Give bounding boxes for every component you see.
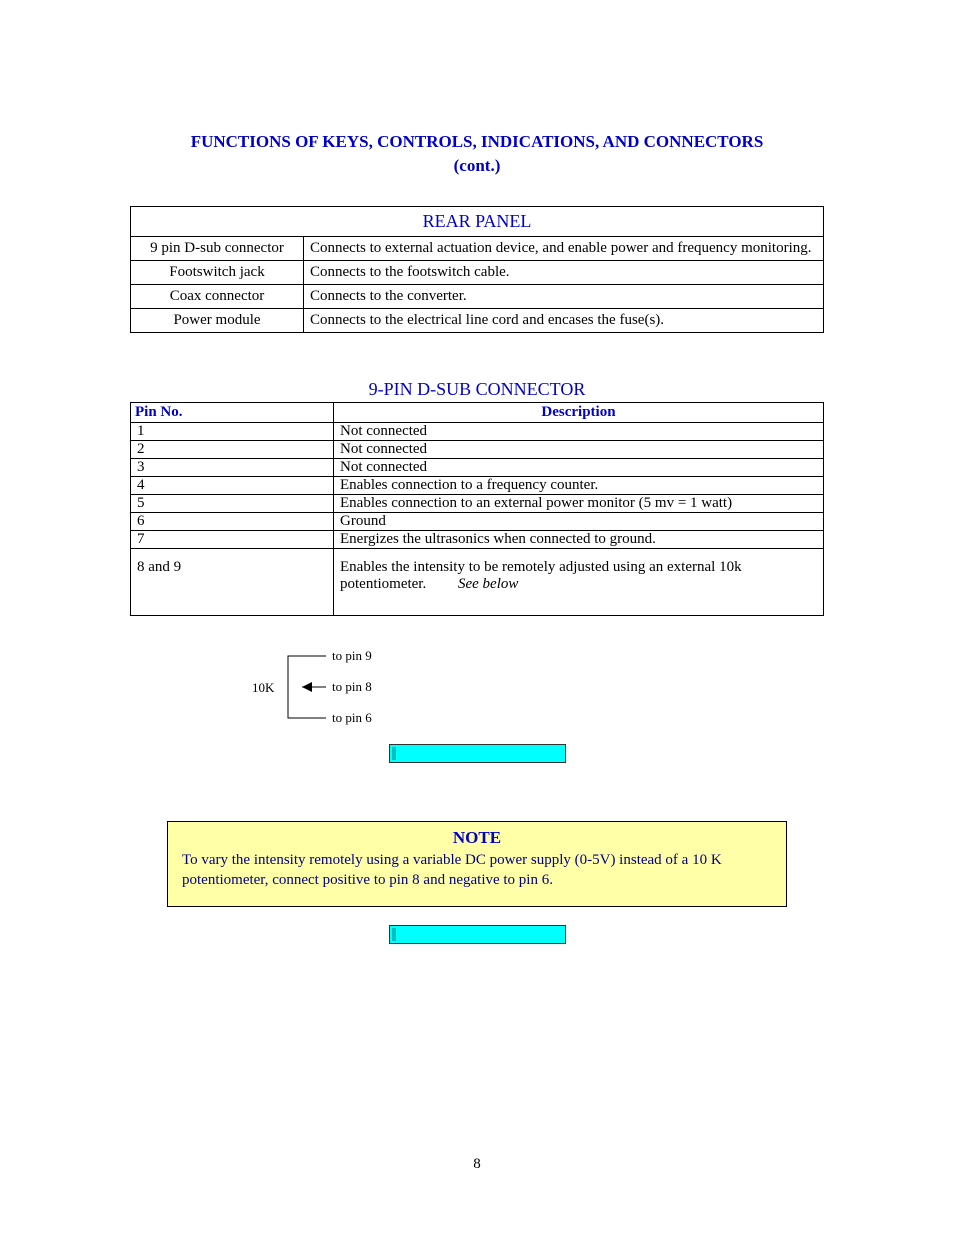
dsub-pin: 7: [131, 530, 334, 548]
pot-label: 10K: [252, 680, 275, 695]
dsub-desc-text: Enables the intensity to be remotely adj…: [340, 559, 742, 592]
cyan-bar-icon: [389, 925, 566, 944]
rear-row-desc: Connects to external actuation device, a…: [304, 236, 824, 260]
table-row: 2 Not connected: [131, 440, 824, 458]
heading-line-2: (cont.): [454, 156, 501, 175]
see-below-text: See below: [458, 576, 518, 592]
table-row: 1 Not connected: [131, 422, 824, 440]
potentiometer-schematic-icon: 10K to pin 9 to pin 8 to pin 6: [190, 642, 420, 732]
page-number: 8: [0, 1156, 954, 1173]
note-title: NOTE: [182, 828, 772, 848]
dsub-table: Pin No. Description 1 Not connected 2 No…: [130, 402, 824, 616]
rear-panel-table: REAR PANEL 9 pin D-sub connector Connect…: [130, 206, 824, 333]
note-body: To vary the intensity remotely using a v…: [182, 850, 772, 891]
heading-line-1: FUNCTIONS OF KEYS, CONTROLS, INDICATIONS…: [191, 132, 764, 151]
dsub-section-title: 9-PIN D-SUB CONNECTOR: [130, 379, 824, 400]
table-row: 6 Ground: [131, 512, 824, 530]
pin9-label: to pin 9: [332, 648, 372, 663]
rear-row-label: Footswitch jack: [131, 260, 304, 284]
dsub-desc: Not connected: [334, 458, 824, 476]
rear-panel-title: REAR PANEL: [131, 206, 824, 236]
rear-row-label: Coax connector: [131, 284, 304, 308]
table-row: 8 and 9 Enables the intensity to be remo…: [131, 548, 824, 615]
table-row: 9 pin D-sub connector Connects to extern…: [131, 236, 824, 260]
dsub-header-desc: Description: [334, 402, 824, 422]
dsub-pin: 4: [131, 476, 334, 494]
dsub-desc: Ground: [334, 512, 824, 530]
table-row: Coax connector Connects to the converter…: [131, 284, 824, 308]
dsub-pin: 2: [131, 440, 334, 458]
dsub-desc: Not connected: [334, 440, 824, 458]
rear-row-desc: Connects to the electrical line cord and…: [304, 308, 824, 332]
dsub-desc: Enables connection to an external power …: [334, 494, 824, 512]
dsub-desc: Energizes the ultrasonics when connected…: [334, 530, 824, 548]
section-spacer: [130, 333, 824, 379]
table-row: Power module Connects to the electrical …: [131, 308, 824, 332]
dsub-pin: 6: [131, 512, 334, 530]
dsub-pin: 5: [131, 494, 334, 512]
table-row: 3 Not connected: [131, 458, 824, 476]
dsub-desc: Enables connection to a frequency counte…: [334, 476, 824, 494]
dsub-pin: 3: [131, 458, 334, 476]
cyan-bar-icon: [389, 744, 566, 763]
pin6-label: to pin 6: [332, 710, 372, 725]
dsub-pin: 1: [131, 422, 334, 440]
dsub-desc: Not connected: [334, 422, 824, 440]
dsub-header-pin: Pin No.: [131, 402, 334, 422]
page-title: FUNCTIONS OF KEYS, CONTROLS, INDICATIONS…: [130, 130, 824, 178]
table-row: 4 Enables connection to a frequency coun…: [131, 476, 824, 494]
rear-row-desc: Connects to the footswitch cable.: [304, 260, 824, 284]
dsub-header-row: Pin No. Description: [131, 402, 824, 422]
dsub-pin: 8 and 9: [131, 548, 334, 615]
note-box: NOTE To vary the intensity remotely usin…: [167, 821, 787, 908]
rear-row-desc: Connects to the converter.: [304, 284, 824, 308]
rear-row-label: 9 pin D-sub connector: [131, 236, 304, 260]
table-row: 5 Enables connection to an external powe…: [131, 494, 824, 512]
table-row: 7 Energizes the ultrasonics when connect…: [131, 530, 824, 548]
rear-row-label: Power module: [131, 308, 304, 332]
dsub-desc: Enables the intensity to be remotely adj…: [334, 548, 824, 615]
potentiometer-diagram: 10K to pin 9 to pin 8 to pin 6: [190, 642, 824, 732]
page: FUNCTIONS OF KEYS, CONTROLS, INDICATIONS…: [0, 0, 954, 1235]
pin8-label: to pin 8: [332, 679, 372, 694]
table-row: Footswitch jack Connects to the footswit…: [131, 260, 824, 284]
